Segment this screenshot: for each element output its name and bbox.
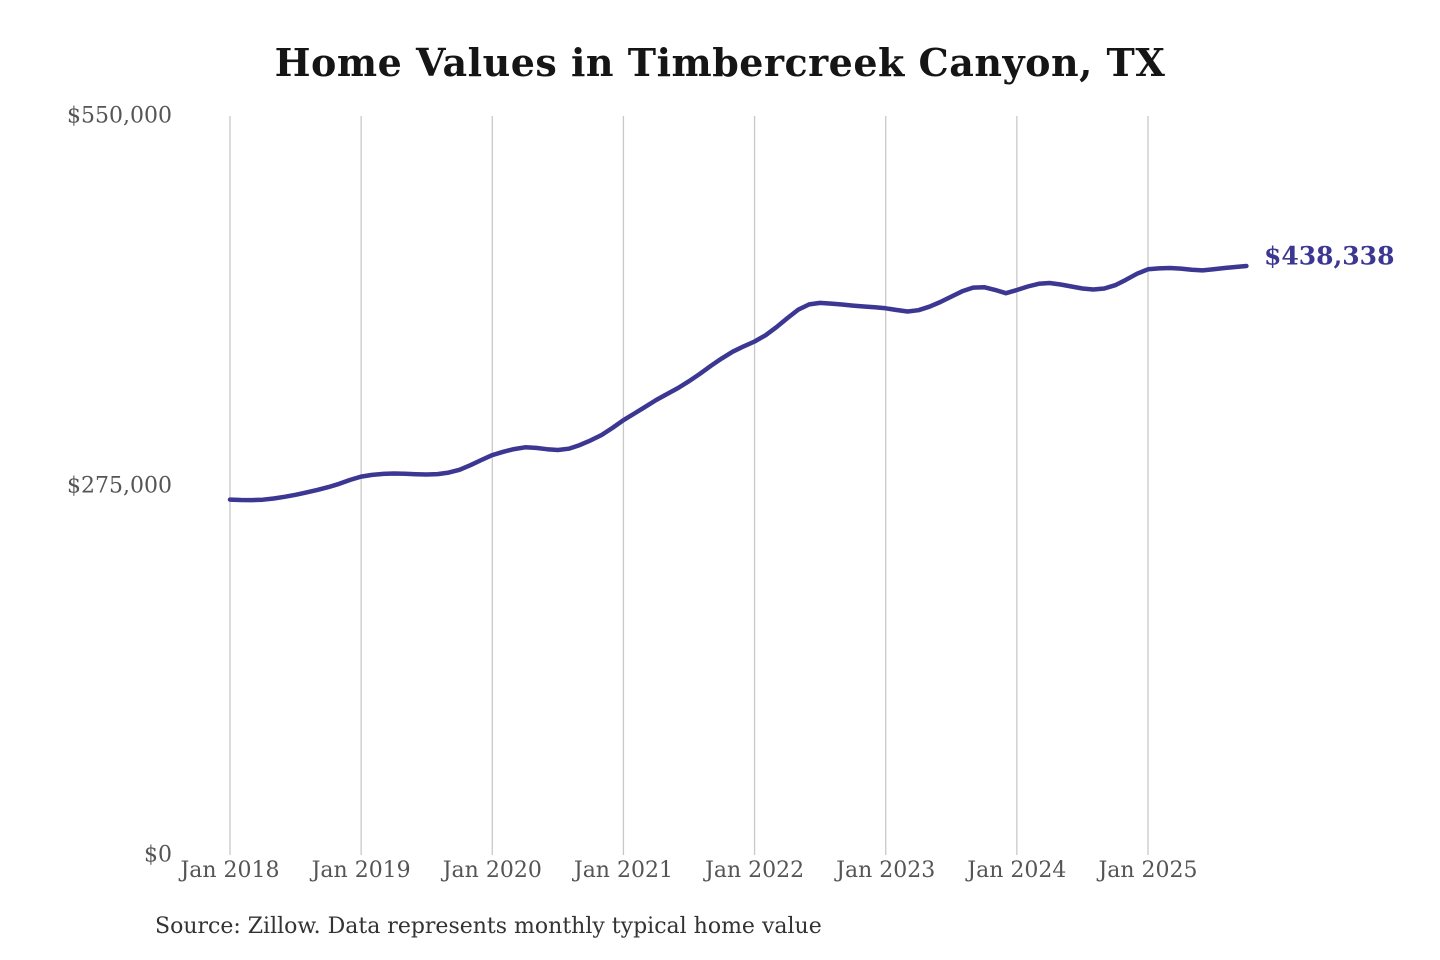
x-tick-label: Jan 2020 <box>442 858 542 883</box>
x-tick-label: Jan 2025 <box>1098 858 1198 883</box>
source-note: Source: Zillow. Data represents monthly … <box>155 914 822 939</box>
home-value-line <box>227 263 1249 503</box>
chart-title: Home Values in Timbercreek Canyon, TX <box>274 40 1166 85</box>
year-gridlines <box>229 116 1149 855</box>
x-tick-label: Jan 2023 <box>836 858 936 883</box>
y-tick-label: $550,000 <box>67 103 172 129</box>
latest-value-label: $438,338 <box>1264 241 1395 271</box>
x-tick-label: Jan 2018 <box>180 858 280 883</box>
x-tick-label: Jan 2022 <box>705 858 805 883</box>
x-tick-label: Jan 2019 <box>311 858 411 883</box>
y-tick-label: $0 <box>144 842 172 868</box>
x-tick-label: Jan 2024 <box>967 858 1067 883</box>
x-tick-label: Jan 2021 <box>573 858 673 883</box>
y-tick-label: $275,000 <box>67 473 172 498</box>
